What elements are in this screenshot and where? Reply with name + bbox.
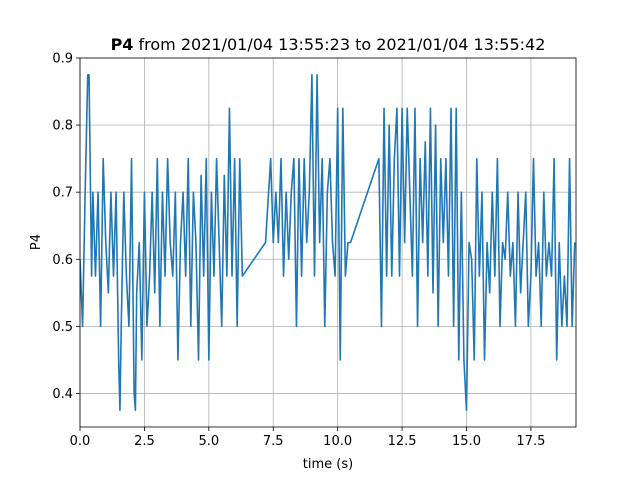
chart-title: P4 from 2021/01/04 13:55:23 to 2021/01/0…	[111, 35, 546, 54]
y-tick-label: 0.4	[52, 387, 73, 402]
chart-title-rest: from 2021/01/04 13:55:23 to 2021/01/04 1…	[133, 35, 545, 54]
x-tick-label: 17.5	[516, 434, 545, 449]
x-tick-label: 12.5	[388, 434, 417, 449]
x-tick-label: 2.5	[134, 434, 155, 449]
x-tick-label: 15.0	[452, 434, 481, 449]
series-layer	[80, 73, 576, 412]
y-tick-label: 0.9	[52, 52, 73, 67]
y-tick-label: 0.5	[52, 320, 73, 335]
x-tick-label: 7.5	[263, 434, 284, 449]
y-axis-ticks: 0.4 0.5 0.6 0.7 0.8 0.9	[52, 52, 80, 402]
y-tick-label: 0.6	[52, 253, 73, 268]
x-axis-ticks: 0.0 2.5 5.0 7.5 10.0 12.5 15.0 17.5	[70, 427, 545, 449]
y-tick-label: 0.8	[52, 119, 73, 134]
plot-frame	[79, 57, 577, 428]
y-axis-label: P4	[29, 234, 44, 250]
x-axis-label: time (s)	[303, 457, 353, 472]
chart-title-bold: P4	[111, 35, 134, 54]
y-tick-label: 0.7	[52, 186, 73, 201]
x-tick-label: 5.0	[198, 434, 219, 449]
x-tick-label: 10.0	[323, 434, 352, 449]
x-tick-label: 0.0	[70, 434, 91, 449]
series-line	[80, 73, 576, 412]
